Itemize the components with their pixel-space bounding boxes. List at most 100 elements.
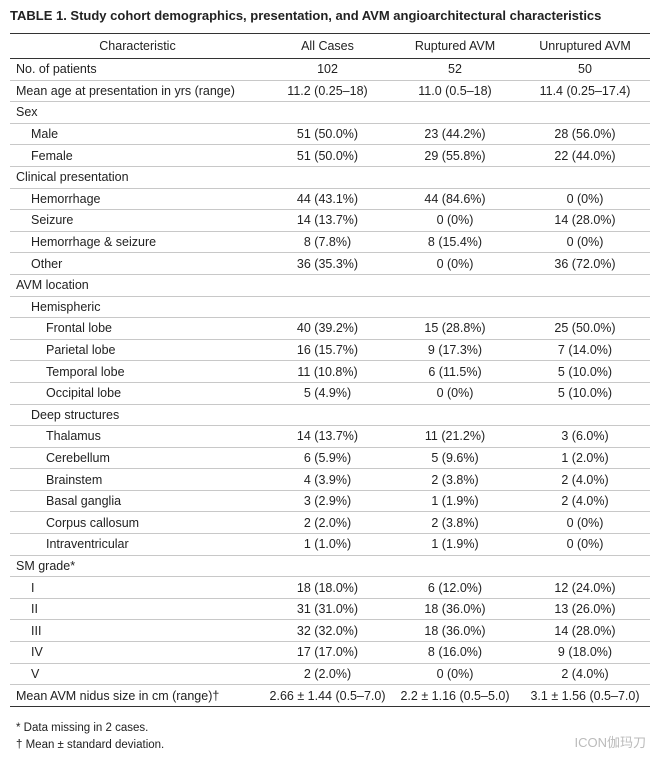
cell: 17 (17.0%) <box>265 641 390 664</box>
row-label: Parietal lobe <box>10 339 265 362</box>
row-label: I <box>10 576 265 599</box>
cell: 2 (3.8%) <box>390 468 520 491</box>
cell: 14 (13.7%) <box>265 209 390 232</box>
cell <box>390 166 520 189</box>
row-label: Hemispheric <box>10 296 265 319</box>
cell: 32 (32.0%) <box>265 619 390 643</box>
cell: 44 (84.6%) <box>390 188 520 211</box>
cell: 36 (72.0%) <box>520 252 650 275</box>
header-row: Characteristic All Cases Ruptured AVM Unrup… <box>10 33 650 59</box>
row-label: Occipital lobe <box>10 382 265 405</box>
table-row: Deep structures <box>10 404 650 427</box>
cell: 0 (0%) <box>520 511 650 535</box>
column-header: Unruptured AVM <box>520 33 650 59</box>
cell: 40 (39.2%) <box>265 317 390 340</box>
footnote: * Data missing in 2 cases. <box>16 722 149 734</box>
cell: 5 (9.6%) <box>390 447 520 470</box>
table-row: I 18 (18.0%) 6 (12.0%) 12 (24.0%) <box>10 576 650 599</box>
row-label: Corpus callosum <box>10 511 265 535</box>
table-row: Other 36 (35.3%) 0 (0%) 36 (72.0%) <box>10 252 650 275</box>
row-label: AVM location <box>10 274 265 297</box>
cell: 11.4 (0.25–17.4) <box>520 80 650 103</box>
cell: 9 (17.3%) <box>390 339 520 362</box>
cell <box>520 296 650 319</box>
table-title: TABLE 1. Study cohort demographics, pres… <box>10 8 602 23</box>
cell <box>265 404 390 427</box>
cell: 3 (2.9%) <box>265 490 390 513</box>
table-row: Hemorrhage 44 (43.1%) 44 (84.6%) 0 (0%) <box>10 188 650 211</box>
cell <box>265 166 390 189</box>
column-header: All Cases <box>265 33 390 59</box>
cell: 28 (56.0%) <box>520 123 650 146</box>
row-label: Intraventricular <box>10 533 265 556</box>
table-row: Cerebellum 6 (5.9%) 5 (9.6%) 1 (2.0%) <box>10 447 650 470</box>
row-label: SM grade* <box>10 555 265 578</box>
footnotes: * Data missing in 2 cases. † Mean ± stand… <box>16 720 164 754</box>
cell <box>520 274 650 297</box>
cell: 14 (13.7%) <box>265 425 390 448</box>
row-label: Sex <box>10 101 265 124</box>
cell: 6 (11.5%) <box>390 360 520 383</box>
table-row: Female 51 (50.0%) 29 (55.8%) 22 (44.0%) <box>10 144 650 167</box>
cell: 5 (10.0%) <box>520 382 650 405</box>
table-row: Male 51 (50.0%) 23 (44.2%) 28 (56.0%) <box>10 123 650 146</box>
table-row: Brainstem 4 (3.9%) 2 (3.8%) 2 (4.0%) <box>10 468 650 491</box>
cell: 2 (3.8%) <box>390 511 520 535</box>
cell: 11 (21.2%) <box>390 425 520 448</box>
cell: 52 <box>390 58 520 81</box>
cell: 11 (10.8%) <box>265 360 390 383</box>
cell: 51 (50.0%) <box>265 144 390 167</box>
cell: 8 (15.4%) <box>390 231 520 254</box>
cell: 8 (16.0%) <box>390 641 520 664</box>
table-row: Frontal lobe 40 (39.2%) 15 (28.8%) 25 (50.0… <box>10 317 650 340</box>
cell: 0 (0%) <box>390 382 520 405</box>
cell: 12 (24.0%) <box>520 576 650 599</box>
row-label: Female <box>10 144 265 167</box>
cell: 22 (44.0%) <box>520 144 650 167</box>
cell: 2 (2.0%) <box>265 511 390 535</box>
row-label: Brainstem <box>10 468 265 491</box>
cell: 7 (14.0%) <box>520 339 650 362</box>
row-label: Mean AVM nidus size in cm (range)† <box>10 684 265 707</box>
cell: 29 (55.8%) <box>390 144 520 167</box>
table-row: Parietal lobe 16 (15.7%) 9 (17.3%) 7 (14.0%… <box>10 339 650 362</box>
cell <box>265 274 390 297</box>
table-row: Hemispheric <box>10 296 650 319</box>
table-row: Occipital lobe 5 (4.9%) 0 (0%) 5 (10.0%) <box>10 382 650 405</box>
cell <box>520 555 650 578</box>
row-label: Frontal lobe <box>10 317 265 340</box>
table-row: Intraventricular 1 (1.0%) 1 (1.9%) 0 (0%) <box>10 533 650 556</box>
cell: 14 (28.0%) <box>520 619 650 643</box>
cell: 3.1 ± 1.56 (0.5–7.0) <box>520 684 650 707</box>
cell <box>390 296 520 319</box>
cell <box>265 101 390 124</box>
cell: 0 (0%) <box>390 209 520 232</box>
row-label: Other <box>10 252 265 275</box>
row-label: Mean age at presentation in yrs (range) <box>10 80 265 103</box>
row-label: II <box>10 598 265 621</box>
row-label: No. of patients <box>10 58 265 81</box>
cell: 14 (28.0%) <box>520 209 650 232</box>
table-row: Clinical presentation <box>10 166 650 189</box>
table-row: II 31 (31.0%) 18 (36.0%) 13 (26.0%) <box>10 598 650 621</box>
cell <box>390 555 520 578</box>
row-label: Male <box>10 123 265 146</box>
cell <box>265 296 390 319</box>
cell: 2 (2.0%) <box>265 663 390 686</box>
cell: 0 (0%) <box>390 663 520 686</box>
cell: 0 (0%) <box>520 188 650 211</box>
cell: 23 (44.2%) <box>390 123 520 146</box>
table-row: Basal ganglia 3 (2.9%) 1 (1.9%) 2 (4.0%) <box>10 490 650 513</box>
table-row: Hemorrhage & seizure 8 (7.8%) 8 (15.4%) 0 (… <box>10 231 650 254</box>
table-row: Seizure 14 (13.7%) 0 (0%) 14 (28.0%) <box>10 209 650 232</box>
cell: 1 (2.0%) <box>520 447 650 470</box>
row-label: Deep structures <box>10 404 265 427</box>
table-row: AVM location <box>10 274 650 297</box>
table-row: III 32 (32.0%) 18 (36.0%) 14 (28.0%) <box>10 619 650 643</box>
watermark: ICON伽玛刀 <box>574 735 646 750</box>
table-row: Temporal lobe 11 (10.8%) 6 (11.5%) 5 (10.0%… <box>10 360 650 383</box>
cell: 8 (7.8%) <box>265 231 390 254</box>
cell: 2 (4.0%) <box>520 468 650 491</box>
